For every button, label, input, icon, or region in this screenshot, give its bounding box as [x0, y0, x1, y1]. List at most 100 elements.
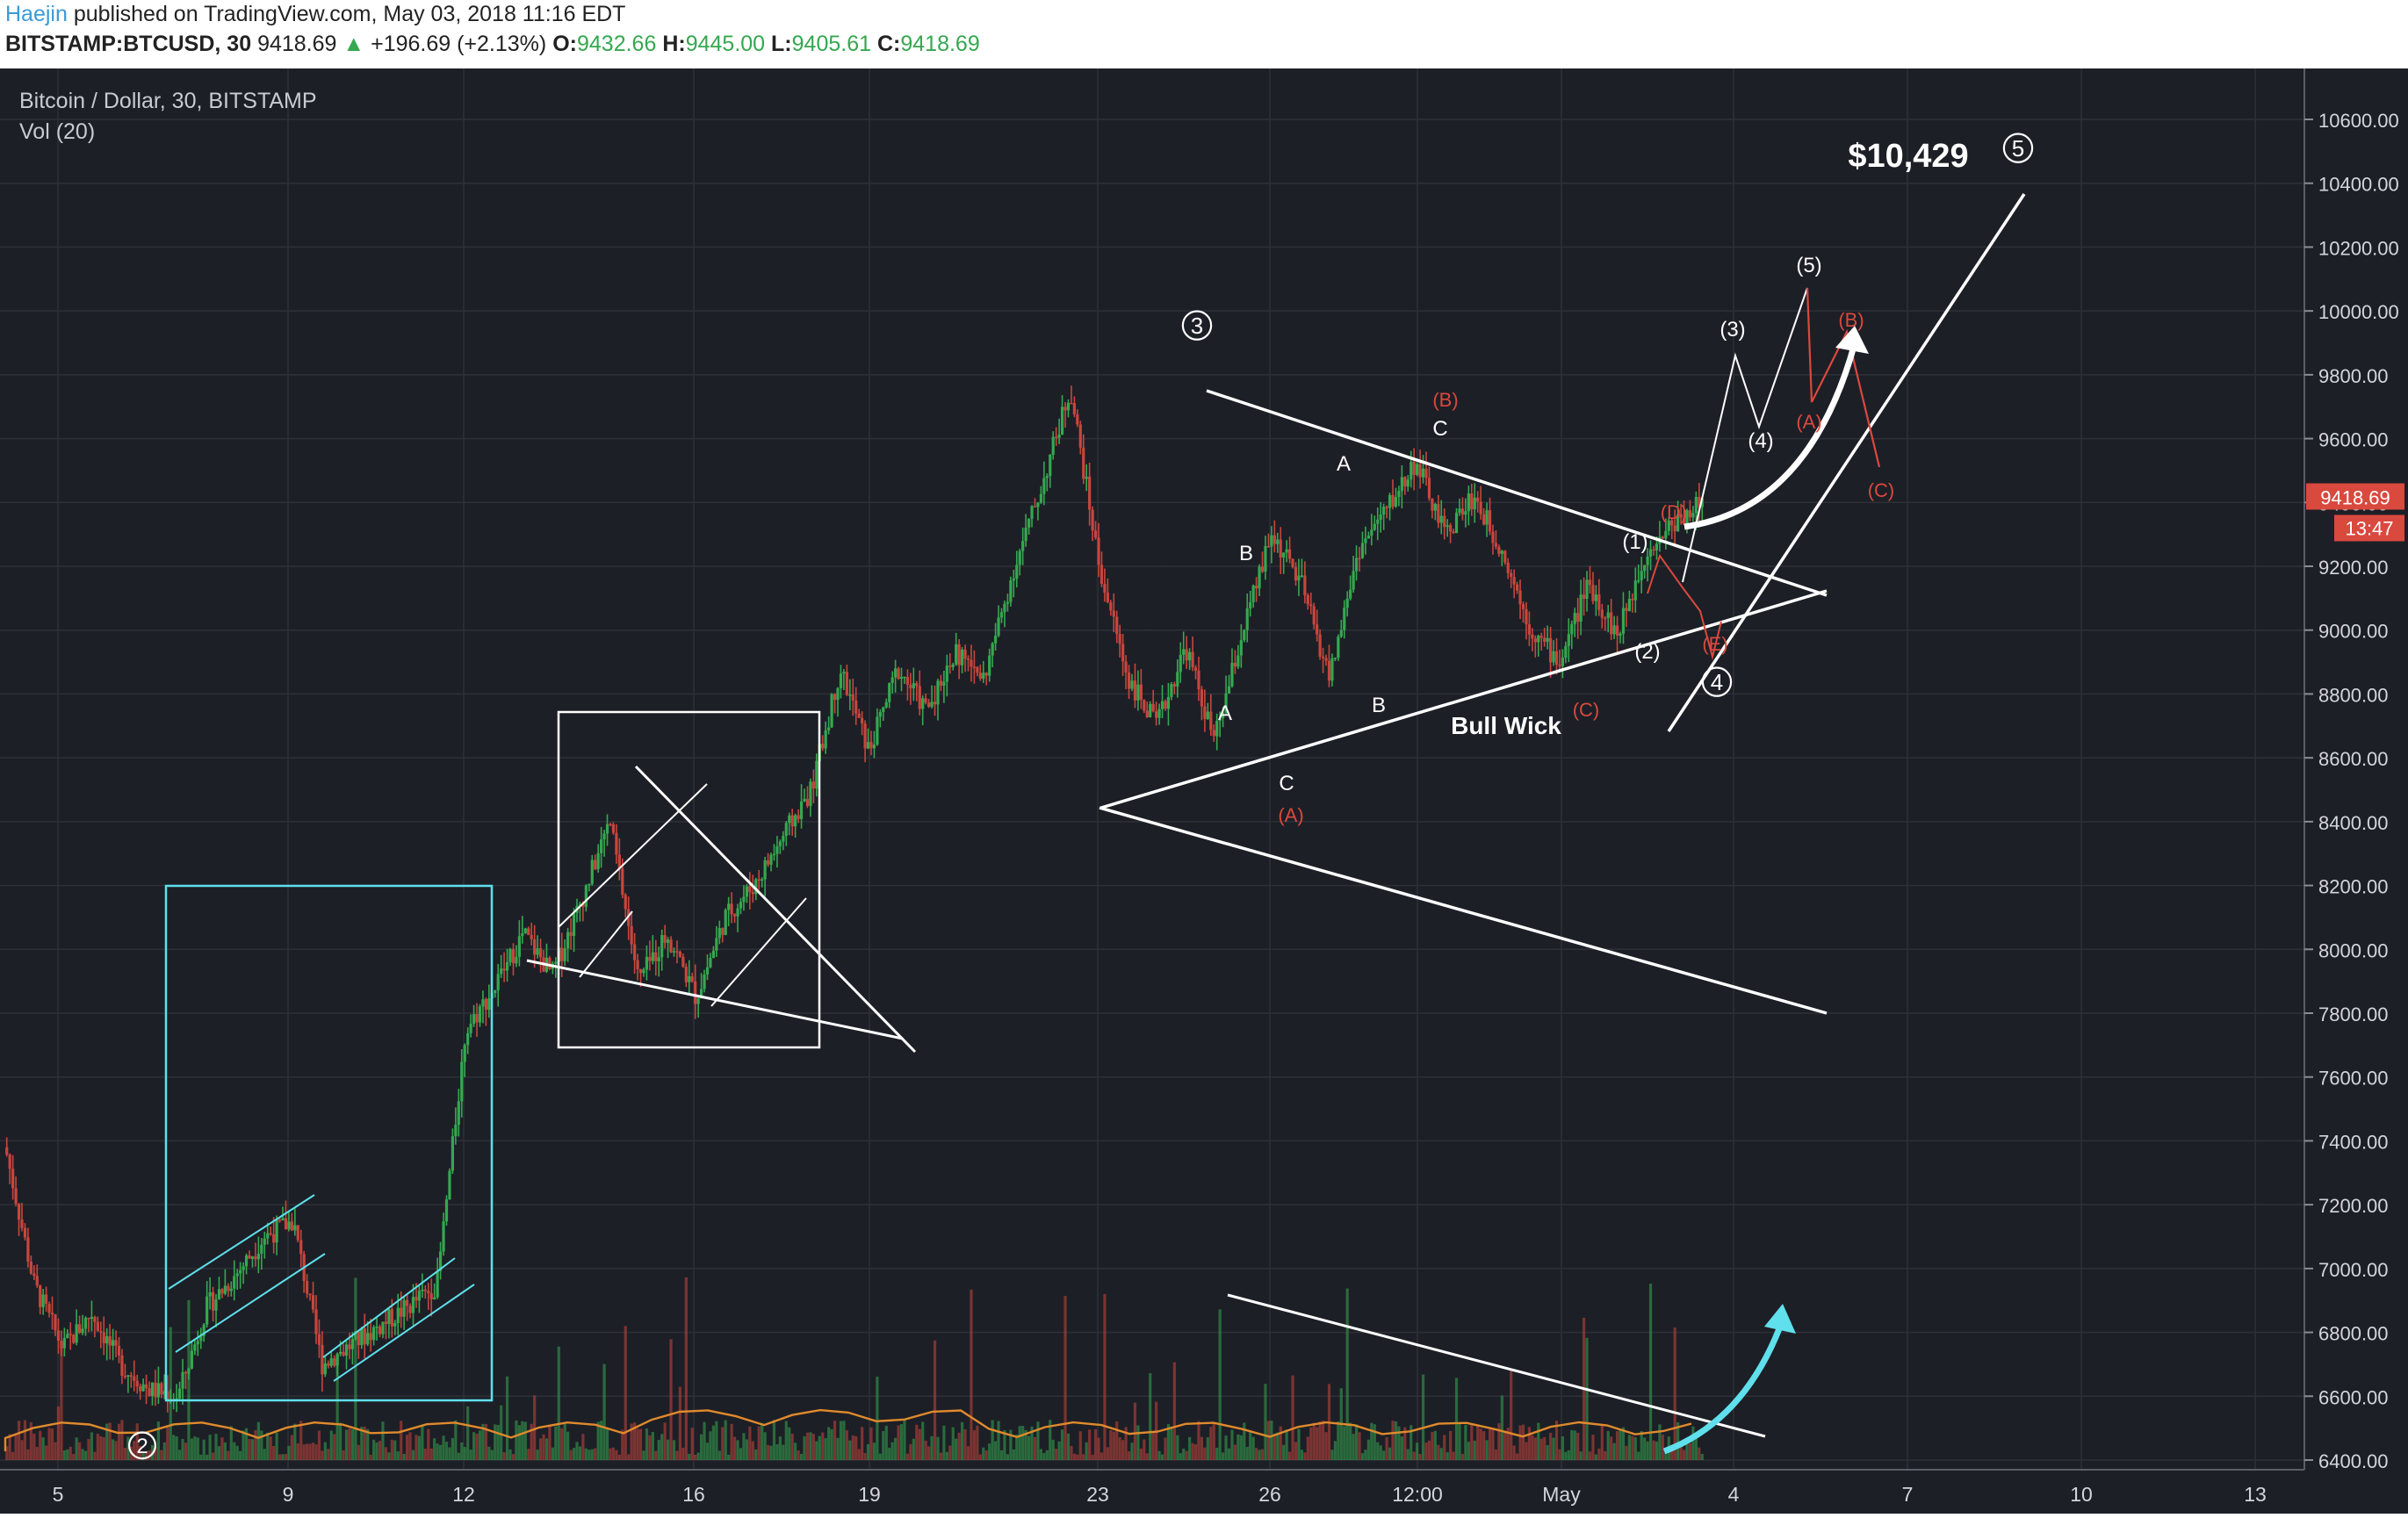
candle-body	[1479, 501, 1482, 514]
breakout-line	[1667, 193, 2026, 732]
candle-body	[260, 1244, 263, 1254]
volume-bar	[1139, 1449, 1143, 1460]
volume-bar	[1109, 1429, 1113, 1460]
candle-body	[402, 1299, 406, 1317]
wave-label-circled: 2	[136, 1435, 148, 1458]
candle-body	[1397, 491, 1401, 498]
volume-bar	[861, 1427, 864, 1460]
candle-body	[129, 1375, 133, 1377]
volume-bar	[1673, 1327, 1676, 1460]
volume-bar	[1510, 1371, 1513, 1460]
volume-bar	[1548, 1432, 1553, 1460]
volume-bar	[957, 1432, 961, 1460]
candle-body	[1588, 579, 1592, 586]
close-label: C:	[876, 32, 901, 56]
teal-box	[164, 884, 494, 1402]
author-link[interactable]: Haejin	[5, 2, 68, 26]
candle-body	[1291, 558, 1294, 568]
volume-bar	[1112, 1431, 1115, 1460]
volume-bar	[1070, 1445, 1073, 1460]
price-chart-svg[interactable]: $10,429 5 3 4 2 (5) (3) (4) (1) (2) (B) (B) (A) (A) (C…	[0, 68, 2408, 1514]
volume-bar	[1182, 1448, 1186, 1460]
candle-body	[244, 1255, 249, 1267]
candle-body	[651, 952, 654, 961]
volume-bar	[736, 1440, 739, 1460]
candle-body	[836, 687, 840, 701]
volume-bar	[321, 1450, 324, 1460]
volume-bar	[751, 1441, 754, 1460]
chart-area[interactable]: $10,429 5 3 4 2 (5) (3) (4) (1) (2) (B) (B) (A) (A) (C…	[0, 68, 2408, 1514]
volume-bar	[1103, 1293, 1107, 1460]
candle-body	[11, 1169, 15, 1189]
wave-labels: $10,429 5 3 4 2 (5) (3) (4) (1) (2) (B) (B) (A) (A) (C…	[128, 133, 2034, 1460]
candle-body	[384, 1321, 388, 1324]
candle-body	[978, 673, 982, 679]
candle-body	[1409, 462, 1413, 480]
candle-body	[703, 975, 706, 989]
candle-body	[1510, 572, 1513, 578]
candle-body	[460, 1061, 464, 1102]
volume-bar	[339, 1422, 342, 1460]
volume-bar	[1078, 1431, 1082, 1460]
candle-body	[123, 1375, 127, 1378]
wave-label: B	[1372, 694, 1386, 717]
volume-bar	[1055, 1449, 1058, 1460]
candle-body	[1066, 402, 1071, 411]
candle-body	[1685, 510, 1689, 525]
candle-body	[1118, 634, 1121, 644]
low-label: L:	[771, 32, 792, 56]
volume-bar	[961, 1421, 964, 1460]
volume-bar	[323, 1442, 327, 1460]
candle-body	[93, 1317, 97, 1322]
candle-body	[533, 939, 537, 955]
candle-body	[1406, 479, 1409, 487]
time-badge-text: 13:47	[2345, 517, 2393, 539]
candle-body	[1394, 497, 1398, 507]
candle-body	[1070, 402, 1073, 405]
volume-bar	[851, 1435, 854, 1460]
volume-bar	[1416, 1442, 1419, 1460]
volume-bar	[327, 1449, 330, 1460]
candle-body	[878, 712, 882, 717]
candle-body	[1155, 711, 1158, 718]
volume-bar	[1218, 1309, 1222, 1460]
candle-body	[1431, 498, 1434, 511]
volume-bar	[114, 1441, 118, 1460]
volume-bar	[1224, 1435, 1228, 1460]
candle-body	[1531, 634, 1534, 639]
candle-body	[144, 1384, 148, 1389]
projection-wave	[1682, 287, 1808, 583]
candle-body	[530, 934, 533, 939]
candle-body	[126, 1375, 130, 1377]
candle-body	[1172, 684, 1176, 687]
candle-body	[754, 879, 758, 895]
teal-channel-line	[322, 1257, 456, 1358]
candle-body	[1433, 503, 1437, 511]
volume-bar	[1588, 1451, 1592, 1460]
price-axis[interactable]: 6400.00 6600.00 6800.00 7000.00 7200.00 7400.…	[2303, 68, 2408, 1514]
volume-bar	[678, 1386, 682, 1460]
volume-bar	[769, 1445, 773, 1460]
candle-body	[1667, 520, 1670, 531]
volume-bar	[1661, 1435, 1664, 1460]
volume-bar	[354, 1277, 357, 1460]
volume-bar	[139, 1445, 142, 1460]
candle-body	[1042, 478, 1046, 494]
candle-body	[263, 1238, 266, 1245]
candle-body	[1182, 649, 1186, 655]
volume-bar	[335, 1354, 339, 1460]
volume-bar	[1179, 1453, 1182, 1460]
volume-bar	[766, 1444, 770, 1460]
volume-bar	[244, 1428, 249, 1460]
candle-body	[888, 682, 891, 702]
volume-bar	[233, 1442, 236, 1460]
volume-bar	[602, 1363, 606, 1460]
candle-body	[1343, 608, 1346, 630]
candle-body	[1691, 513, 1695, 518]
candle-body	[1160, 701, 1164, 709]
high-label: H:	[662, 32, 686, 56]
time-axis[interactable]: 5 9 12 16 19 23 26 12:00 May 4 7 10 13	[0, 1469, 2304, 1506]
volume-bar	[1364, 1450, 1367, 1460]
price-axis-panel[interactable]	[2304, 68, 2408, 1514]
candle-body	[342, 1351, 345, 1356]
